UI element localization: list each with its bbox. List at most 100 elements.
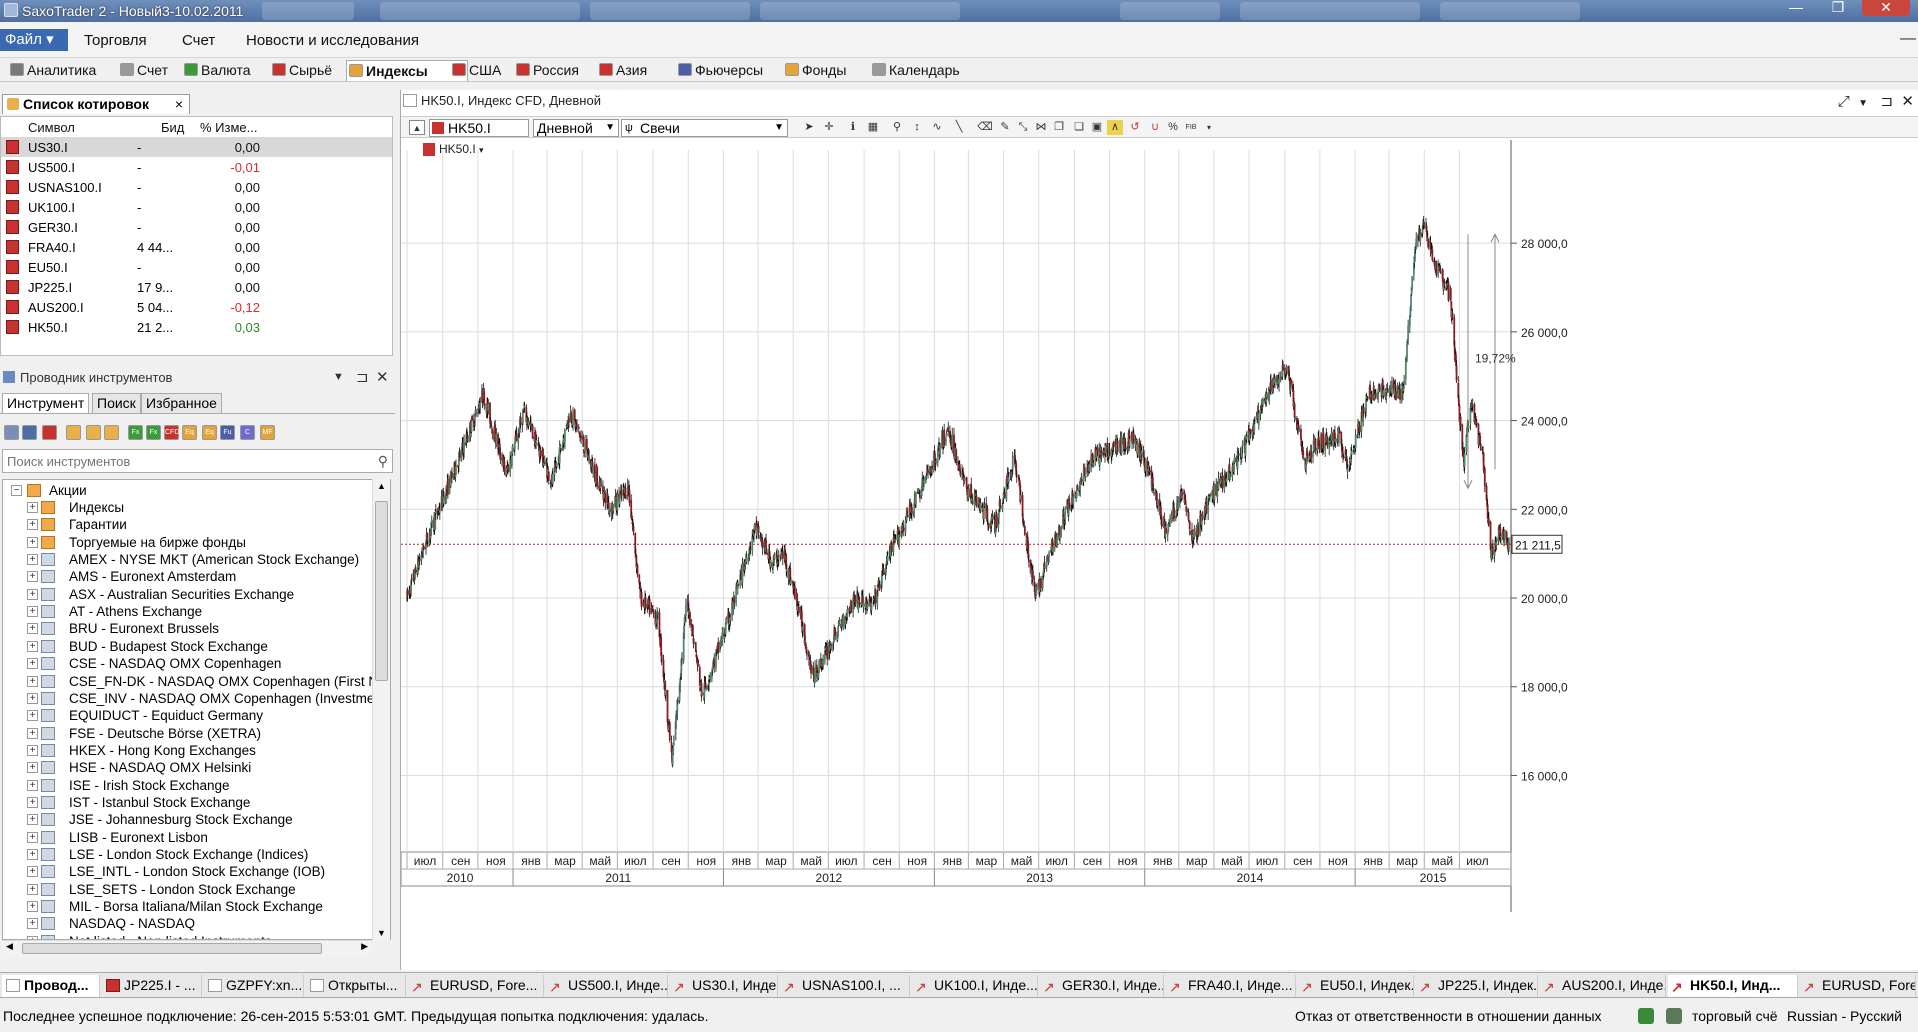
expand-icon[interactable]: + (27, 814, 38, 826)
tab-favorites[interactable]: Избранное (141, 393, 222, 413)
tree-node[interactable]: + HKEX - Hong Kong Exchanges (3, 742, 373, 759)
tree-node[interactable]: + AT - Athens Exchange (3, 603, 373, 620)
taskbar-window[interactable]: JP225.I - ... (102, 975, 202, 997)
expand-icon[interactable]: + (27, 502, 38, 513)
etc-icon[interactable]: Eq (202, 425, 217, 440)
tree-node[interactable]: + NASDAQ - NASDAQ (3, 915, 373, 932)
expand-icon[interactable]: + (27, 519, 38, 531)
copy-icon[interactable]: ❐ (1054, 121, 1064, 133)
search-icon[interactable]: ⚲ (377, 453, 388, 469)
tree-node[interactable]: +Not listed - Non listed Instruments (3, 933, 373, 939)
draw-icon[interactable]: ✎ (1000, 121, 1010, 133)
tab-russia[interactable]: Россия (514, 60, 590, 81)
tree-node[interactable]: + LISB - Euronext Lisbon (3, 829, 373, 846)
menu-minimize-button[interactable]: — (1900, 30, 1916, 47)
expand-icon[interactable]: ⤢ (1837, 93, 1850, 110)
tree-node[interactable]: + Гарантии (3, 516, 373, 533)
expand-icon[interactable]: + (27, 554, 38, 566)
expand-icon[interactable]: + (27, 883, 38, 895)
taskbar-window[interactable]: ↗US30.I, Индек... (670, 975, 778, 997)
percent-icon[interactable]: % (1168, 121, 1178, 133)
grid-icon[interactable]: ▦ (867, 121, 879, 133)
tree-node[interactable]: + AMS - Euronext Amsterdam (3, 568, 373, 585)
scroll-down-icon[interactable]: ▼ (377, 928, 386, 938)
tree-icon-1[interactable] (66, 425, 81, 440)
cursor-icon[interactable]: ➤ (804, 121, 814, 133)
tree-node[interactable]: + BRU - Euronext Brussels (3, 620, 373, 637)
expand-icon[interactable]: + (27, 901, 38, 913)
scale-icon[interactable]: ↕ (914, 121, 920, 133)
expand-icon[interactable]: + (27, 866, 38, 878)
expand-icon[interactable]: + (27, 796, 38, 808)
tree-node[interactable]: + MIL - Borsa Italiana/Milan Stock Exchan… (3, 898, 373, 915)
tree-node[interactable]: + CSE_INV - NASDAQ OMX Copenhagen (Invest… (3, 690, 374, 707)
close-button[interactable]: ✕ (1862, 0, 1910, 16)
tree-node[interactable]: + CSE - NASDAQ OMX Copenhagen (3, 655, 373, 672)
expand-icon[interactable]: + (27, 727, 38, 739)
taskbar-window[interactable]: ↗ USNAS100.I, ... (780, 975, 910, 997)
expand-icon[interactable]: + (27, 588, 38, 600)
column-change[interactable]: % Изме... (200, 120, 258, 135)
expand-icon[interactable]: + (27, 831, 38, 843)
table-row[interactable]: US30.I -0,00 (1, 137, 392, 157)
table-row[interactable]: AUS200.I 5 04... -0,12 (1, 297, 392, 317)
mutual-funds-icon[interactable]: MF (260, 425, 275, 440)
pin-icon[interactable]: ⊐ (356, 369, 369, 386)
table-row[interactable]: US500.I - -0,01 (1, 157, 392, 177)
series-label[interactable]: HK50.I ▾ (423, 142, 484, 156)
info-icon[interactable]: ℹ (850, 121, 856, 133)
tree-node[interactable]: + ASX - Australian Securities Exchange (3, 586, 373, 603)
expand-icon[interactable]: + (27, 571, 38, 583)
fx-icon[interactable]: Fx (128, 425, 143, 440)
table-row[interactable]: USNAS100.I -0,00 (1, 177, 392, 197)
tree-node[interactable]: + IST - Istanbul Stock Exchange (3, 794, 373, 811)
collapse-up-icon[interactable]: ▲ (409, 120, 425, 135)
tree-node[interactable]: + LSE - London Stock Exchange (Indices) (3, 846, 373, 863)
taskbar-window[interactable]: ↗ FRA40.I, Инде... (1166, 975, 1296, 997)
tab-fx[interactable]: Валюта (182, 60, 266, 81)
expand-icon[interactable]: + (27, 779, 38, 791)
table-row[interactable]: HK50.I 21 2... 0,03 (1, 317, 392, 337)
column-symbol[interactable]: Символ (28, 120, 75, 135)
language-selector[interactable]: Russian - Русский (1787, 1008, 1902, 1024)
explorer-vertical-scrollbar[interactable]: ▲ ▼ (372, 479, 390, 940)
menu-trading[interactable]: Торговля (84, 32, 147, 49)
expand-icon[interactable]: + (27, 935, 38, 939)
tab-futures[interactable]: Фьючерсы (676, 60, 774, 81)
taskbar-window[interactable]: GZPFY:xn... (204, 975, 304, 997)
crosshair-icon[interactable]: ✛ (824, 121, 834, 133)
collapse-icon[interactable]: − (11, 485, 22, 496)
highlight-icon[interactable]: ∧ (1107, 120, 1123, 135)
pin-icon[interactable]: ⊐ (1880, 93, 1894, 110)
tab-indices[interactable]: Индексы× (346, 60, 468, 81)
period-selector[interactable]: Дневной ▼ (533, 119, 619, 137)
taskbar-window[interactable]: ↗ EU50.I, Индек... (1298, 975, 1414, 997)
expand-icon[interactable]: + (27, 762, 38, 774)
table-row[interactable]: JP225.I 17 9... 0,00 (1, 277, 392, 297)
tree-icon-2[interactable] (86, 425, 101, 440)
data-disclaimer-link[interactable]: Отказ от ответственности в отношении дан… (1295, 1008, 1602, 1024)
cfd-icon[interactable]: CFD (164, 425, 179, 440)
tab-watchlist[interactable]: Список котировок × (2, 94, 190, 114)
expand-icon[interactable]: + (27, 658, 38, 670)
column-bid[interactable]: Бид (161, 120, 185, 135)
taskbar-window[interactable]: ↗ JP225.I, Индек... (1416, 975, 1538, 997)
tab-asia[interactable]: Азия (597, 60, 669, 81)
expand-icon[interactable]: + (27, 744, 38, 756)
tab-analytics[interactable]: Аналитика (8, 60, 108, 81)
futures-icon[interactable]: Fu (220, 425, 235, 440)
scroll-left-icon[interactable]: ◀ (6, 941, 13, 951)
close-icon[interactable]: ✕ (376, 369, 389, 386)
tree-node[interactable]: + FSE - Deutsche Börse (XETRA) (3, 725, 373, 742)
zoom-icon[interactable]: ⚲ (892, 121, 902, 133)
indicator-icon[interactable]: ∿ (932, 121, 942, 133)
chevron-down-icon[interactable]: ▼ (333, 371, 344, 383)
trendline-icon[interactable]: ╲ (955, 121, 963, 133)
export-icon[interactable]: ▣ (1091, 121, 1103, 133)
tree-node[interactable]: + HSE - NASDAQ OMX Helsinki (3, 759, 373, 776)
expand-icon[interactable]: + (27, 849, 38, 860)
fibonacci-icon[interactable]: FIB (1185, 124, 1197, 131)
instrument-selector[interactable]: HK50.I (429, 119, 529, 137)
tab-funds[interactable]: Фонды (783, 60, 863, 81)
table-row[interactable]: GER30.I -0,00 (1, 217, 392, 237)
